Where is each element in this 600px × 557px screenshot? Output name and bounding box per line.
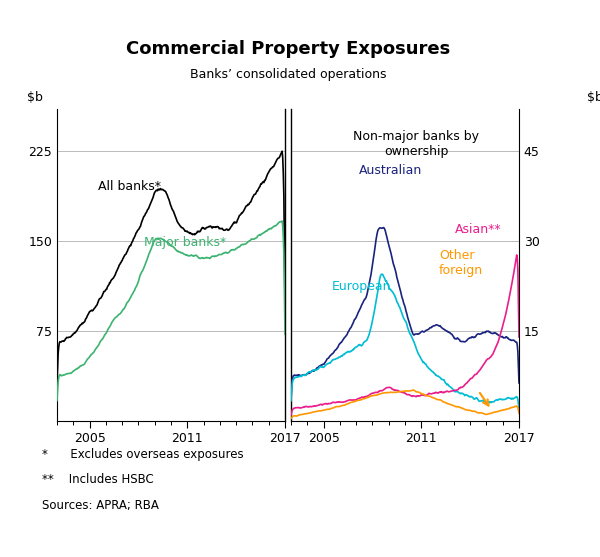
Text: European: European: [332, 280, 392, 292]
Text: *      Excludes overseas exposures: * Excludes overseas exposures: [42, 448, 244, 461]
Text: Non-major banks by
ownership: Non-major banks by ownership: [353, 130, 479, 158]
Text: $b: $b: [587, 91, 600, 104]
Text: Other
foreign: Other foreign: [439, 249, 484, 277]
Text: Australian: Australian: [359, 164, 422, 177]
Text: Commercial Property Exposures: Commercial Property Exposures: [126, 41, 450, 58]
Text: Major banks*: Major banks*: [143, 236, 226, 249]
Text: Asian**: Asian**: [455, 223, 502, 236]
Text: **    Includes HSBC: ** Includes HSBC: [42, 473, 154, 486]
Text: All banks*: All banks*: [98, 180, 161, 193]
Text: Sources: APRA; RBA: Sources: APRA; RBA: [42, 499, 159, 511]
Text: Banks’ consolidated operations: Banks’ consolidated operations: [190, 68, 386, 81]
Text: $b: $b: [28, 91, 43, 104]
